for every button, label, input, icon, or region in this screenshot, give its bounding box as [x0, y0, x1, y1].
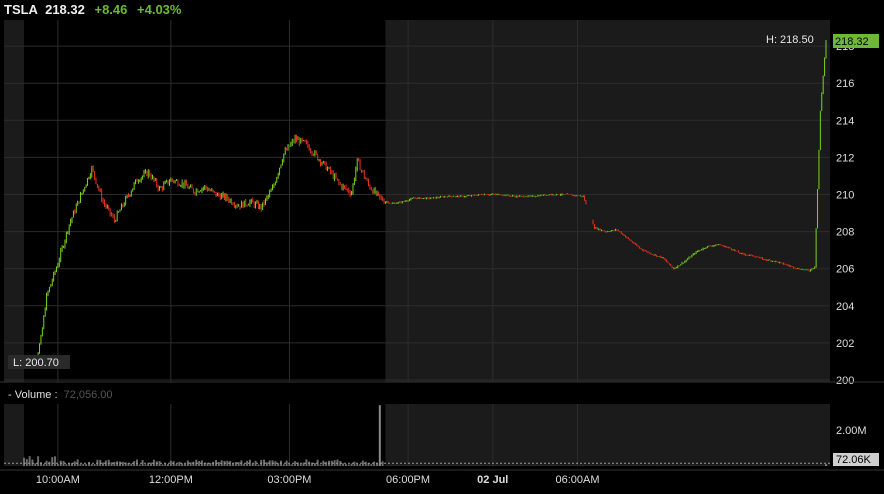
price-tick-label: 208	[836, 227, 854, 239]
price-tick-label: 210	[836, 190, 854, 202]
high-marker: H: 218.50	[766, 34, 814, 46]
volume-value: 72,056.00	[63, 389, 113, 401]
ticker-symbol: TSLA	[4, 2, 38, 17]
time-tick-label: 12:00PM	[149, 474, 193, 486]
time-tick-label: 02 Jul	[477, 474, 508, 486]
price-tick-label: 216	[836, 78, 854, 90]
price-tick-label: 212	[836, 152, 854, 164]
price-change: +8.46	[94, 2, 128, 17]
afterhours-volume-shading	[385, 404, 830, 466]
premarket-shading	[4, 20, 24, 382]
time-tick-label: 03:00PM	[267, 474, 311, 486]
price-change-percent: +4.03%	[137, 2, 182, 17]
price-tick-label: 200	[836, 375, 854, 387]
ticker-header: TSLA 218.32 +8.46 +4.03%	[4, 2, 181, 17]
last-volume-badge	[833, 453, 879, 466]
price-tick-label: 204	[836, 301, 854, 313]
premarket-volume-shading	[4, 404, 24, 466]
time-tick-label: 06:00PM	[386, 474, 430, 486]
volume-label[interactable]: - Volume :	[8, 389, 58, 401]
last-price-badge-label: 218.32	[835, 36, 869, 48]
low-marker: L: 200.70	[13, 357, 59, 369]
candles	[24, 40, 827, 369]
price-tick-label: 202	[836, 338, 854, 350]
time-tick-label: 10:00AM	[36, 474, 80, 486]
last-volume-value: 72.06K	[836, 454, 872, 466]
afterhours-shading	[385, 20, 830, 382]
last-price-badge	[833, 34, 879, 48]
price-tick-label: 214	[836, 115, 854, 127]
volume-panel-title: - Volume : 72,056.00	[8, 389, 113, 401]
volume-tick-label: 2.00M	[836, 425, 867, 437]
last-price: 218.32	[45, 2, 85, 17]
low-marker-bg	[8, 355, 70, 369]
price-tick-label: 206	[836, 264, 854, 276]
time-tick-label: 06:00AM	[555, 474, 599, 486]
